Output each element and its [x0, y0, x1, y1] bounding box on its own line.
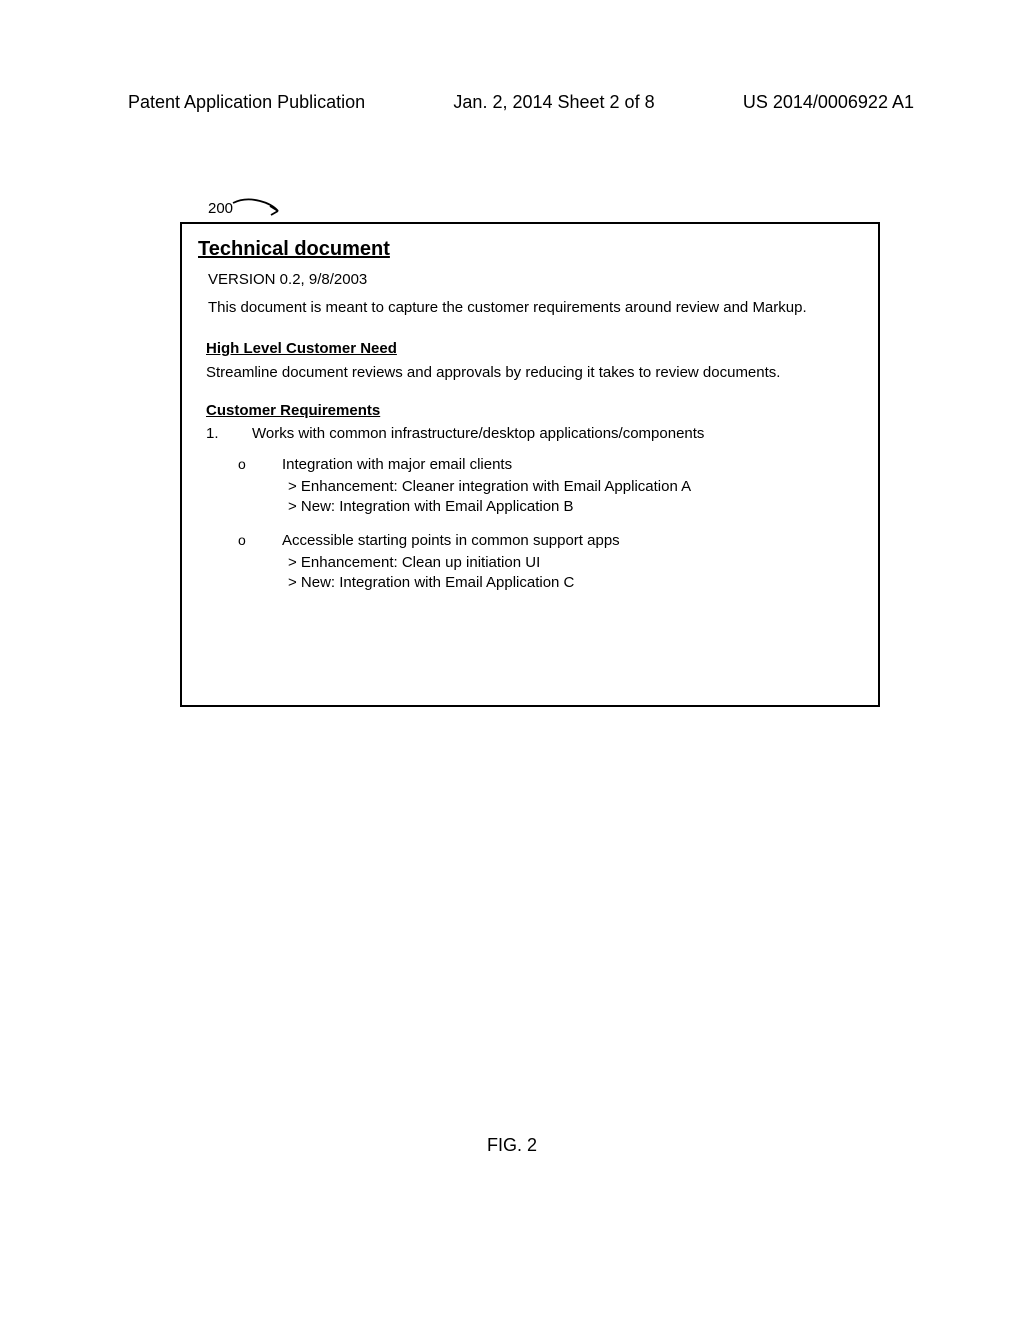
sub-item-text: Integration with major email clients	[282, 456, 512, 473]
detail-line: > New: Integration with Email Applicatio…	[288, 497, 862, 517]
requirement-row: 1. Works with common infrastructure/desk…	[206, 425, 862, 442]
section-heading-high-level: High Level Customer Need	[206, 340, 862, 357]
detail-line: > New: Integration with Email Applicatio…	[288, 573, 862, 593]
section-body-high-level: Streamline document reviews and approval…	[206, 363, 862, 383]
sub-item-text: Accessible starting points in common sup…	[282, 532, 620, 549]
reference-arrow-icon	[230, 195, 290, 223]
bullet-icon: o	[232, 532, 282, 549]
document-box: Technical document VERSION 0.2, 9/8/2003…	[180, 222, 880, 707]
header-center: Jan. 2, 2014 Sheet 2 of 8	[453, 92, 654, 113]
figure-caption: FIG. 2	[0, 1135, 1024, 1156]
header-right: US 2014/0006922 A1	[743, 92, 914, 113]
detail-line: > Enhancement: Cleaner integration with …	[288, 477, 862, 497]
version-line: VERSION 0.2, 9/8/2003	[208, 271, 862, 288]
document-title: Technical document	[198, 238, 862, 261]
header-left: Patent Application Publication	[128, 92, 365, 113]
page-header: Patent Application Publication Jan. 2, 2…	[0, 0, 1024, 113]
sub-item-block: o Integration with major email clients >…	[198, 456, 862, 518]
requirement-text: Works with common infrastructure/desktop…	[252, 425, 704, 442]
detail-line: > Enhancement: Clean up initiation UI	[288, 553, 862, 573]
page: Patent Application Publication Jan. 2, 2…	[0, 0, 1024, 1320]
section-heading-requirements: Customer Requirements	[206, 402, 862, 419]
bullet-icon: o	[232, 456, 282, 473]
intro-paragraph: This document is meant to capture the cu…	[208, 298, 862, 318]
requirement-number: 1.	[206, 425, 252, 442]
sub-item-block: o Accessible starting points in common s…	[198, 532, 862, 594]
